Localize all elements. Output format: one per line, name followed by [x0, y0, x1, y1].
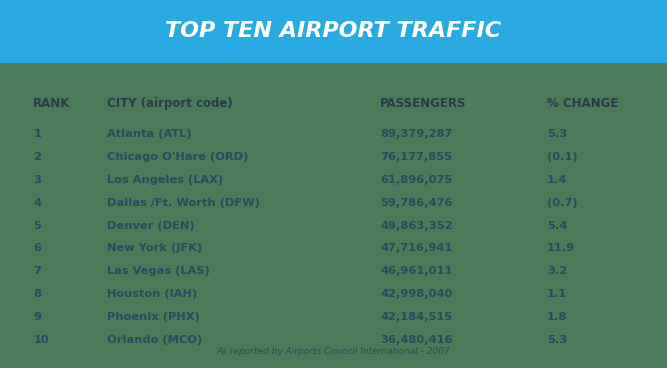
- Text: 6: 6: [33, 243, 41, 254]
- Text: 1.4: 1.4: [547, 175, 567, 185]
- Text: 8: 8: [33, 289, 41, 299]
- Text: Los Angeles (LAX): Los Angeles (LAX): [107, 175, 223, 185]
- Text: 36,480,416: 36,480,416: [380, 335, 453, 345]
- Text: 9: 9: [33, 312, 41, 322]
- Text: % CHANGE: % CHANGE: [547, 96, 618, 110]
- Text: (0.1): (0.1): [547, 152, 578, 162]
- Text: 61,896,075: 61,896,075: [380, 175, 452, 185]
- Text: 42,998,040: 42,998,040: [380, 289, 453, 299]
- Text: RANK: RANK: [33, 96, 71, 110]
- Text: 42,184,515: 42,184,515: [380, 312, 452, 322]
- Text: 47,716,941: 47,716,941: [380, 243, 452, 254]
- Text: Denver (DEN): Denver (DEN): [107, 220, 194, 231]
- Text: Chicago O'Hare (ORD): Chicago O'Hare (ORD): [107, 152, 248, 162]
- Text: 3.2: 3.2: [547, 266, 567, 276]
- Text: 5.3: 5.3: [547, 129, 567, 139]
- Text: 5.3: 5.3: [547, 335, 567, 345]
- Text: TOP TEN AIRPORT TRAFFIC: TOP TEN AIRPORT TRAFFIC: [165, 21, 502, 41]
- Text: Orlando (MCO): Orlando (MCO): [107, 335, 202, 345]
- Text: 7: 7: [33, 266, 41, 276]
- Text: 2: 2: [33, 152, 41, 162]
- Text: 1: 1: [33, 129, 41, 139]
- Text: 5: 5: [33, 220, 41, 231]
- Text: As reported by Airports Council International - 2007: As reported by Airports Council Internat…: [217, 347, 450, 356]
- Text: 46,961,011: 46,961,011: [380, 266, 452, 276]
- FancyBboxPatch shape: [0, 0, 667, 63]
- Text: 4: 4: [33, 198, 41, 208]
- Text: 11.9: 11.9: [547, 243, 575, 254]
- Text: 59,786,476: 59,786,476: [380, 198, 453, 208]
- Text: Las Vegas (LAS): Las Vegas (LAS): [107, 266, 209, 276]
- Text: 89,379,287: 89,379,287: [380, 129, 453, 139]
- Text: PASSENGERS: PASSENGERS: [380, 96, 467, 110]
- Text: Houston (IAH): Houston (IAH): [107, 289, 197, 299]
- Text: 76,177,855: 76,177,855: [380, 152, 452, 162]
- Text: (0.7): (0.7): [547, 198, 578, 208]
- Text: 1.8: 1.8: [547, 312, 567, 322]
- Text: 10: 10: [33, 335, 49, 345]
- Text: Phoenix (PHX): Phoenix (PHX): [107, 312, 199, 322]
- Text: Atlanta (ATL): Atlanta (ATL): [107, 129, 191, 139]
- Text: New York (JFK): New York (JFK): [107, 243, 202, 254]
- Text: 3: 3: [33, 175, 41, 185]
- Text: CITY (airport code): CITY (airport code): [107, 96, 233, 110]
- Text: Dallas /Ft. Worth (DFW): Dallas /Ft. Worth (DFW): [107, 198, 259, 208]
- Text: 1.1: 1.1: [547, 289, 567, 299]
- Text: 5.4: 5.4: [547, 220, 567, 231]
- Text: 49,863,352: 49,863,352: [380, 220, 453, 231]
